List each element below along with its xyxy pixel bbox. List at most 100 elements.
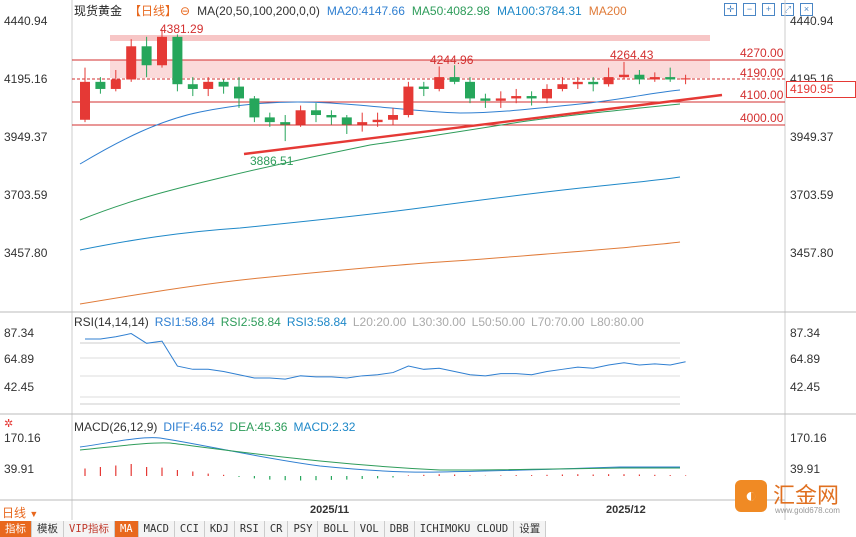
tab-vol[interactable]: VOL (354, 521, 385, 537)
tab-kdj[interactable]: KDJ (204, 521, 235, 537)
diff-value: DIFF:46.52 (163, 420, 224, 434)
candle[interactable] (187, 84, 198, 89)
axis-left-label: 3949.37 (4, 130, 48, 144)
rsi-series (85, 333, 686, 380)
candle[interactable] (511, 96, 522, 99)
crosshair-icon[interactable]: ✛ (724, 3, 737, 16)
axis-right-label: 3949.37 (790, 130, 834, 144)
macd-axis-left: 39.91 (4, 462, 35, 476)
expand-icon[interactable]: ⤢ (781, 3, 794, 16)
candle[interactable] (264, 117, 275, 123)
candle[interactable] (542, 88, 552, 99)
tab-cr[interactable]: CR (264, 521, 289, 537)
trend-line[interactable] (243, 93, 723, 156)
candle[interactable] (280, 122, 291, 125)
candle[interactable] (157, 36, 167, 66)
candle[interactable] (649, 77, 660, 80)
candle[interactable] (311, 110, 321, 116)
candle[interactable] (357, 122, 368, 125)
tab-templates[interactable]: 模板 (32, 521, 64, 537)
low-annotation: 3886.51 (250, 154, 294, 168)
candle[interactable] (434, 77, 445, 89)
gold678-logo: ◐ 汇金网 www.gold678.com (735, 478, 851, 518)
tab-rsi[interactable]: RSI (234, 521, 265, 537)
period-label[interactable]: 【日线】 (129, 4, 178, 18)
candle[interactable] (95, 81, 106, 89)
candle[interactable] (557, 84, 568, 89)
candle[interactable] (388, 115, 398, 120)
macd-header: MACD(26,12,9) DIFF:46.52 DEA:45.36 MACD:2.3… (74, 420, 361, 434)
candle[interactable] (418, 86, 429, 89)
tab-settings[interactable]: 设置 (514, 521, 547, 537)
macd-title: MACD(26,12,9) (74, 420, 158, 434)
level-label-4270: 4270.00 (740, 46, 784, 60)
high-annotation: 4244.96 (430, 53, 474, 67)
resistance-zone-upper (110, 35, 710, 41)
period-selector[interactable]: 日线 ▼ (2, 506, 39, 520)
minus-circle-icon[interactable]: ⊖ (180, 4, 191, 18)
level-label-4000: 4000.00 (740, 111, 784, 125)
toolbar-icons: ✛ − + ⤢ × (724, 3, 813, 16)
tab-indicators[interactable]: 指标 (0, 521, 32, 537)
tab-ichimoku[interactable]: ICHIMOKU CLOUD (414, 521, 515, 537)
rsi-l80: L80:80.00 (590, 315, 644, 329)
rsi-l30: L30:30.00 (412, 315, 466, 329)
candle[interactable] (234, 86, 244, 99)
logo-text: 汇金网 (773, 484, 840, 509)
tab-boll[interactable]: BOLL (318, 521, 355, 537)
rsi-title: RSI(14,14,14) (74, 315, 149, 329)
candle[interactable] (126, 46, 137, 80)
candle[interactable] (572, 81, 583, 85)
candle[interactable] (603, 77, 614, 85)
candle[interactable] (588, 81, 599, 85)
candle[interactable] (172, 36, 183, 85)
ma50-line (79, 103, 681, 221)
candle[interactable] (680, 78, 691, 80)
tab-vip-indicators[interactable]: VIP指标 (64, 521, 115, 537)
candle[interactable] (326, 115, 337, 118)
candle[interactable] (403, 86, 414, 116)
candle[interactable] (480, 98, 491, 101)
tab-dbb[interactable]: DBB (384, 521, 415, 537)
candle[interactable] (249, 98, 260, 118)
ma100-line (79, 176, 681, 251)
zoom-in-icon[interactable]: + (762, 3, 775, 16)
tab-macd[interactable]: MACD (138, 521, 175, 537)
candle[interactable] (218, 81, 229, 87)
tab-ma[interactable]: MA (114, 521, 139, 537)
macd-value: MACD:2.32 (293, 420, 356, 434)
rsi-axis-right: 42.45 (790, 380, 821, 394)
candle[interactable] (526, 96, 537, 99)
candle[interactable] (341, 117, 352, 125)
candle[interactable] (141, 46, 152, 66)
level-label-4190: 4190.00 (740, 66, 784, 80)
candle[interactable] (295, 110, 306, 125)
candles (80, 29, 691, 142)
candle[interactable] (110, 79, 121, 89)
rsi2-value: RSI2:58.84 (220, 315, 281, 329)
tab-psy[interactable]: PSY (288, 521, 319, 537)
candle[interactable] (619, 74, 629, 78)
rsi-axis-left: 42.45 (4, 380, 35, 394)
close-icon[interactable]: × (800, 3, 813, 16)
ma100-value: MA100:3784.31 (496, 4, 582, 18)
candle[interactable] (665, 77, 676, 80)
candle[interactable] (372, 119, 383, 123)
current-price-tag: 4190.95 (786, 81, 856, 98)
tab-cci[interactable]: CCI (174, 521, 205, 537)
candle[interactable] (203, 81, 214, 89)
chart-header: 现货黄金 【日线】 ⊖ MA(20,50,100,200,0,0) MA20:4147.… (74, 3, 634, 19)
date-label: 2025/11 (310, 504, 350, 516)
candle[interactable] (634, 74, 645, 80)
zoom-out-icon[interactable]: − (743, 3, 756, 16)
axis-right-label: 3703.59 (790, 188, 834, 202)
candle[interactable] (465, 81, 475, 99)
candle[interactable] (80, 81, 90, 120)
axis-right-label: 4440.94 (790, 14, 834, 28)
candle[interactable] (449, 77, 460, 82)
rsi-axis-left: 87.34 (4, 326, 35, 340)
ma200-line (79, 241, 681, 305)
settings-icon[interactable]: ✲ (4, 418, 14, 430)
candle[interactable] (495, 98, 506, 101)
